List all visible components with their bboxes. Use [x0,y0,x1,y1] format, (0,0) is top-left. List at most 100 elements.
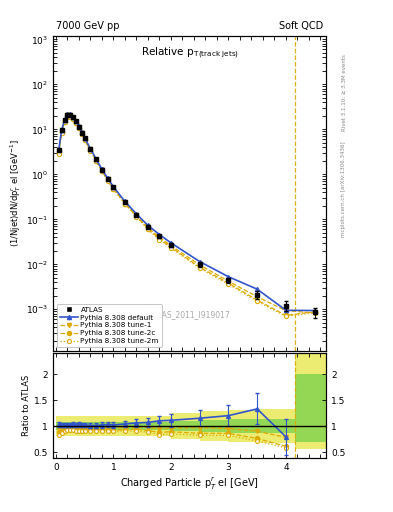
Pythia 8.308 default [68,111,73,117]
Y-axis label: (1/Njet)dN/dp$^{r}_{T}$ el [GeV$^{-1}$]: (1/Njet)dN/dp$^{r}_{T}$ el [GeV$^{-1}$] [8,139,23,247]
Pythia 8.308 tune-2m [123,201,127,207]
Pythia 8.308 default [82,135,87,141]
Pythia 8.308 default [99,166,104,173]
Pythia 8.308 tune-2m [145,226,150,232]
Pythia 8.308 tune-2m [226,281,231,287]
Pythia 8.308 tune-2c [77,125,81,131]
Pythia 8.308 tune-1 [111,185,116,191]
Text: Relative $\mathregular{p_T}$$_{\mathregular{(track\ jets)}}$: Relative $\mathregular{p_T}$$_{\mathregu… [141,45,239,61]
Pythia 8.308 tune-2m [312,310,317,316]
Pythia 8.308 tune-2c [88,147,93,153]
Pythia 8.308 tune-2c [79,131,84,137]
Pythia 8.308 tune-2c [65,113,70,119]
Pythia 8.308 default [94,156,99,162]
Pythia 8.308 tune-1 [99,167,104,173]
Pythia 8.308 tune-2c [255,297,259,303]
Pythia 8.308 default [88,145,93,152]
Pythia 8.308 tune-2m [284,313,288,319]
Pythia 8.308 default [157,231,162,238]
Pythia 8.308 tune-2c [169,244,173,250]
Pythia 8.308 tune-1 [74,119,79,125]
Pythia 8.308 default [123,198,127,204]
Pythia 8.308 tune-2m [59,130,64,136]
Pythia 8.308 default [77,123,81,129]
Pythia 8.308 tune-2c [123,201,127,207]
Pythia 8.308 tune-2c [62,119,67,125]
Pythia 8.308 tune-1 [82,136,87,142]
Pythia 8.308 default [65,111,70,117]
Pythia 8.308 tune-2c [134,213,139,219]
Pythia 8.308 tune-2m [79,132,84,138]
Pythia 8.308 tune-2c [145,226,150,232]
Line: Pythia 8.308 tune-1: Pythia 8.308 tune-1 [57,113,317,315]
Pythia 8.308 tune-2m [94,158,99,164]
Pythia 8.308 tune-2m [82,137,87,143]
Pythia 8.308 tune-2m [169,245,173,251]
Pythia 8.308 default [312,307,317,313]
Line: Pythia 8.308 tune-2c: Pythia 8.308 tune-2c [57,114,317,317]
Pythia 8.308 default [284,307,288,313]
Pythia 8.308 tune-2m [77,125,81,132]
Legend: ATLAS, Pythia 8.308 default, Pythia 8.308 tune-1, Pythia 8.308 tune-2c, Pythia 8: ATLAS, Pythia 8.308 default, Pythia 8.30… [57,304,162,347]
Pythia 8.308 tune-2c [197,264,202,270]
Pythia 8.308 default [197,259,202,265]
Pythia 8.308 default [111,184,116,190]
Pythia 8.308 tune-2c [74,120,79,126]
Pythia 8.308 tune-1 [226,278,231,284]
Pythia 8.308 tune-2m [99,168,104,175]
Pythia 8.308 tune-2m [62,119,67,125]
Pythia 8.308 tune-2m [74,120,79,126]
Line: Pythia 8.308 default: Pythia 8.308 default [57,112,317,313]
Pythia 8.308 default [145,222,150,228]
Text: ATLAS_2011_I919017: ATLAS_2011_I919017 [149,310,231,319]
Pythia 8.308 tune-1 [88,146,93,153]
Text: 7000 GeV pp: 7000 GeV pp [56,21,119,31]
Pythia 8.308 tune-1 [169,243,173,249]
Pythia 8.308 tune-1 [284,308,288,314]
Pythia 8.308 default [79,129,84,135]
Pythia 8.308 tune-2c [157,236,162,242]
Pythia 8.308 tune-2m [255,298,259,305]
Pythia 8.308 default [71,114,75,120]
Pythia 8.308 tune-1 [71,115,75,121]
Pythia 8.308 tune-2c [312,309,317,315]
Pythia 8.308 default [74,118,79,124]
Pythia 8.308 tune-2c [105,177,110,183]
Pythia 8.308 tune-2m [88,147,93,154]
Pythia 8.308 tune-1 [59,129,64,135]
Pythia 8.308 default [226,273,231,280]
Pythia 8.308 tune-2c [94,158,99,164]
Pythia 8.308 tune-2c [111,186,116,192]
Text: mcplots.cern.ch [arXiv:1306.3436]: mcplots.cern.ch [arXiv:1306.3436] [342,142,346,237]
Pythia 8.308 tune-2m [57,151,61,157]
Pythia 8.308 tune-1 [68,112,73,118]
Pythia 8.308 default [62,117,67,123]
Pythia 8.308 tune-1 [123,200,127,206]
Pythia 8.308 tune-1 [134,212,139,219]
Pythia 8.308 tune-1 [77,124,81,130]
Pythia 8.308 tune-2m [111,186,116,192]
Pythia 8.308 tune-2c [57,149,61,155]
Pythia 8.308 tune-2c [82,137,87,143]
Pythia 8.308 tune-1 [62,118,67,124]
Pythia 8.308 default [255,286,259,292]
Pythia 8.308 tune-2m [197,265,202,271]
Line: Pythia 8.308 tune-2m: Pythia 8.308 tune-2m [57,115,317,318]
Pythia 8.308 tune-2m [68,114,73,120]
Y-axis label: Ratio to ATLAS: Ratio to ATLAS [22,375,31,436]
Pythia 8.308 tune-2m [157,237,162,243]
Pythia 8.308 tune-2c [226,280,231,286]
Pythia 8.308 tune-1 [255,294,259,300]
Pythia 8.308 tune-2c [284,312,288,318]
Pythia 8.308 tune-2m [65,114,70,120]
Pythia 8.308 default [169,240,173,246]
Pythia 8.308 tune-1 [79,130,84,136]
Text: Soft QCD: Soft QCD [279,21,323,31]
Pythia 8.308 tune-2c [99,168,104,174]
Pythia 8.308 default [134,211,139,217]
Pythia 8.308 tune-1 [94,157,99,163]
Pythia 8.308 tune-1 [157,234,162,240]
Pythia 8.308 tune-1 [312,310,317,316]
Pythia 8.308 tune-2m [71,116,75,122]
Pythia 8.308 tune-1 [145,224,150,230]
